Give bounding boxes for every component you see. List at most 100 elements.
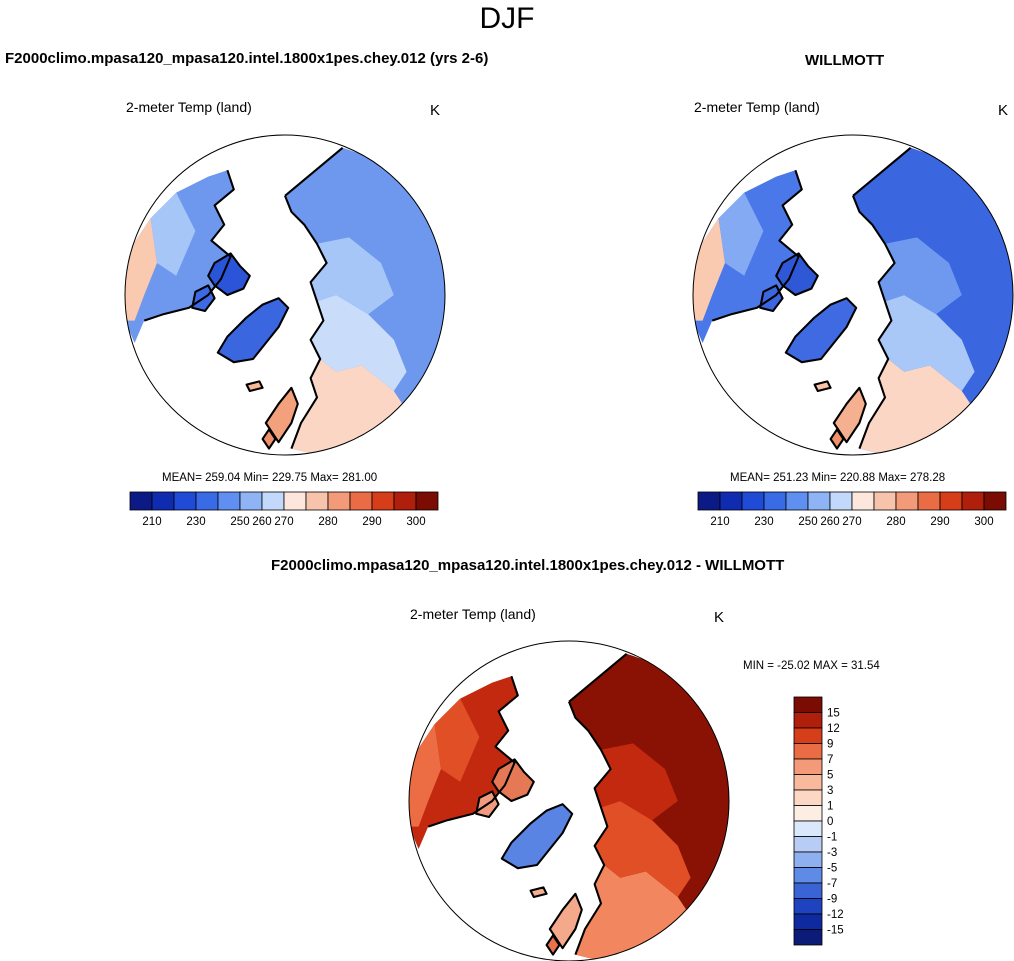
coastline: [143, 169, 235, 322]
map-boundary: [408, 640, 730, 961]
colorbar-swatch: [785, 491, 809, 511]
panel-obs-stats: MEAN= 251.23 Min= 220.88 Max= 278.28: [730, 472, 946, 484]
colorbar-swatch: [793, 836, 823, 853]
colorbar-swatch: [393, 491, 417, 511]
colorbar-swatch: [763, 491, 787, 511]
colorbar-swatch: [173, 491, 197, 511]
colorbar-swatch: [151, 491, 175, 511]
coastline: [491, 758, 535, 803]
colorbar-tick-label: -5: [827, 863, 837, 875]
land-eurasia-mid: [878, 295, 975, 391]
land-eurasia-south: [291, 359, 407, 455]
colorbar-swatch: [793, 743, 823, 760]
coastline: [216, 297, 290, 364]
colorbar-tick-label: 280: [886, 516, 905, 528]
colorbar-tick-label: 210: [142, 516, 161, 528]
land-eurasia-mid: [594, 801, 691, 897]
colorbar-swatch: [793, 882, 823, 899]
coastline: [529, 886, 548, 899]
panel-diff-variable: 2-meter Temp (land): [410, 606, 536, 622]
colorbar-tick-label: 270: [842, 516, 861, 528]
colorbar-tick-label: 230: [186, 516, 205, 528]
coastline: [548, 892, 583, 950]
colorbar-tick-label: -9: [827, 894, 837, 906]
polar-map-diff: [408, 640, 730, 961]
colorbar-tick-label: -3: [827, 847, 837, 859]
colorbar-swatch: [793, 712, 823, 729]
map-field-obs: [692, 134, 1014, 456]
map-boundary: [124, 134, 446, 456]
colorbar-swatch: [793, 758, 823, 775]
coastline: [475, 790, 500, 819]
land-greenland: [785, 298, 857, 363]
coastline: [813, 380, 832, 393]
colorbar-swatch: [793, 851, 823, 868]
coastline: [784, 297, 858, 364]
panel-diff-units: K: [714, 609, 725, 626]
colorbar-swatch: [983, 491, 1007, 511]
coastline: [545, 934, 561, 956]
colorbar-swatch: [917, 491, 941, 511]
land-scandinavia: [833, 387, 866, 443]
colorbar-swatch: [697, 491, 721, 511]
coastline: [207, 252, 251, 297]
coastline: [191, 284, 216, 313]
colorbar-swatch: [807, 491, 831, 511]
colorbar-swatch: [261, 491, 285, 511]
coastline: [264, 386, 299, 444]
coastline: [852, 195, 896, 449]
colorbar-tick-label: 300: [974, 516, 993, 528]
colorbar-swatch: [793, 727, 823, 744]
colorbar-tick-label: 260: [820, 516, 839, 528]
panel-obs-variable: 2-meter Temp (land): [694, 99, 820, 115]
colorbar-swatch: [793, 789, 823, 806]
coastline: [568, 653, 628, 703]
colorbar-swatch: [305, 491, 329, 511]
colorbar-tick-label: 230: [754, 516, 773, 528]
land-british-isles: [830, 429, 844, 449]
land-scandinavia: [265, 387, 298, 443]
colorbar-tick-label: 15: [827, 708, 840, 720]
colorbar-swatch: [873, 491, 897, 511]
colorbar-swatch: [829, 491, 853, 511]
land-arctic-archipelago: [492, 759, 534, 801]
polar-map-obs: [692, 134, 1014, 456]
panel-model-stats: MEAN= 259.04 Min= 229.75 Max= 281.00: [162, 472, 378, 484]
colorbar-swatch: [939, 491, 963, 511]
coastline: [284, 147, 344, 197]
land-eurasia-south: [859, 359, 975, 455]
land-scandinavia: [549, 893, 582, 949]
colorbar-swatch: [239, 491, 263, 511]
land-eurasia-north: [310, 237, 394, 315]
colorbar-tick-label: -12: [827, 909, 844, 921]
coastline: [775, 252, 819, 297]
land-north-america-mid: [434, 698, 480, 782]
land-north-america-south: [409, 724, 441, 827]
colorbar-swatch: [195, 491, 219, 511]
map-boundary: [692, 134, 1014, 456]
panel-obs-units: K: [998, 102, 1009, 119]
coastline: [829, 428, 845, 450]
panel-model-title: F2000climo.mpasa120_mpasa120.intel.1800x…: [5, 50, 489, 67]
colorbar-swatch: [741, 491, 765, 511]
panel-diff-title: F2000climo.mpasa120_mpasa120.intel.1800x…: [271, 557, 785, 574]
colorbar-tick-label: 270: [274, 516, 293, 528]
colorbar-swatch: [371, 491, 395, 511]
land-eurasia-north: [594, 743, 678, 821]
colorbar-tick-label: -15: [827, 925, 844, 937]
panel-model-units: K: [430, 102, 441, 119]
colorbar-tick-label: 300: [406, 516, 425, 528]
coastline: [261, 428, 277, 450]
colorbar-swatch: [793, 929, 823, 946]
colorbar-tick-label: 1: [827, 801, 833, 813]
coastline: [500, 803, 574, 870]
colorbar-swatch: [719, 491, 743, 511]
land-greenland: [217, 298, 289, 363]
land-arctic-archipelago: [776, 253, 818, 295]
colorbar-tick-label: 210: [710, 516, 729, 528]
land-eurasia-north: [878, 237, 962, 315]
colorbar-swatch: [129, 491, 153, 511]
polar-map-model: [124, 134, 446, 456]
colorbar-tick-label: 0: [827, 816, 833, 828]
figure-title: DJF: [479, 2, 535, 35]
